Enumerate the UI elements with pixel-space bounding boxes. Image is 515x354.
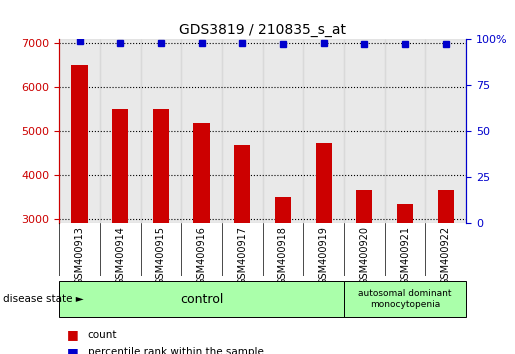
Bar [181,39,222,223]
Bar [438,190,454,350]
Bar [356,190,372,350]
Bar [194,123,210,350]
Bar [72,65,88,350]
Bar [153,109,169,350]
Text: GSM400922: GSM400922 [441,226,451,285]
Text: ■: ■ [67,346,79,354]
Bar [303,39,344,223]
Bar [316,143,332,350]
Bar [59,39,100,223]
Text: percentile rank within the sample: percentile rank within the sample [88,347,264,354]
Text: GSM400915: GSM400915 [156,226,166,285]
Text: ■: ■ [67,328,79,341]
Bar [397,204,413,350]
Bar [275,197,291,350]
Bar [344,39,385,223]
Text: GSM400918: GSM400918 [278,226,288,285]
Bar [112,109,128,350]
Bar [141,39,181,223]
Text: GSM400916: GSM400916 [197,226,207,285]
Text: GSM400914: GSM400914 [115,226,125,285]
Text: GSM400921: GSM400921 [400,226,410,285]
Bar [263,39,303,223]
Text: GSM400913: GSM400913 [75,226,84,285]
Bar [100,39,141,223]
Title: GDS3819 / 210835_s_at: GDS3819 / 210835_s_at [179,23,346,36]
Text: GSM400919: GSM400919 [319,226,329,285]
Text: GSM400920: GSM400920 [359,226,369,285]
Bar [222,39,263,223]
Text: autosomal dominant
monocytopenia: autosomal dominant monocytopenia [358,290,452,309]
Text: control: control [180,293,224,306]
Bar [385,39,425,223]
Text: disease state ►: disease state ► [3,294,83,304]
Text: count: count [88,330,117,339]
Bar [234,145,250,350]
Text: GSM400917: GSM400917 [237,226,247,285]
Bar [425,39,466,223]
